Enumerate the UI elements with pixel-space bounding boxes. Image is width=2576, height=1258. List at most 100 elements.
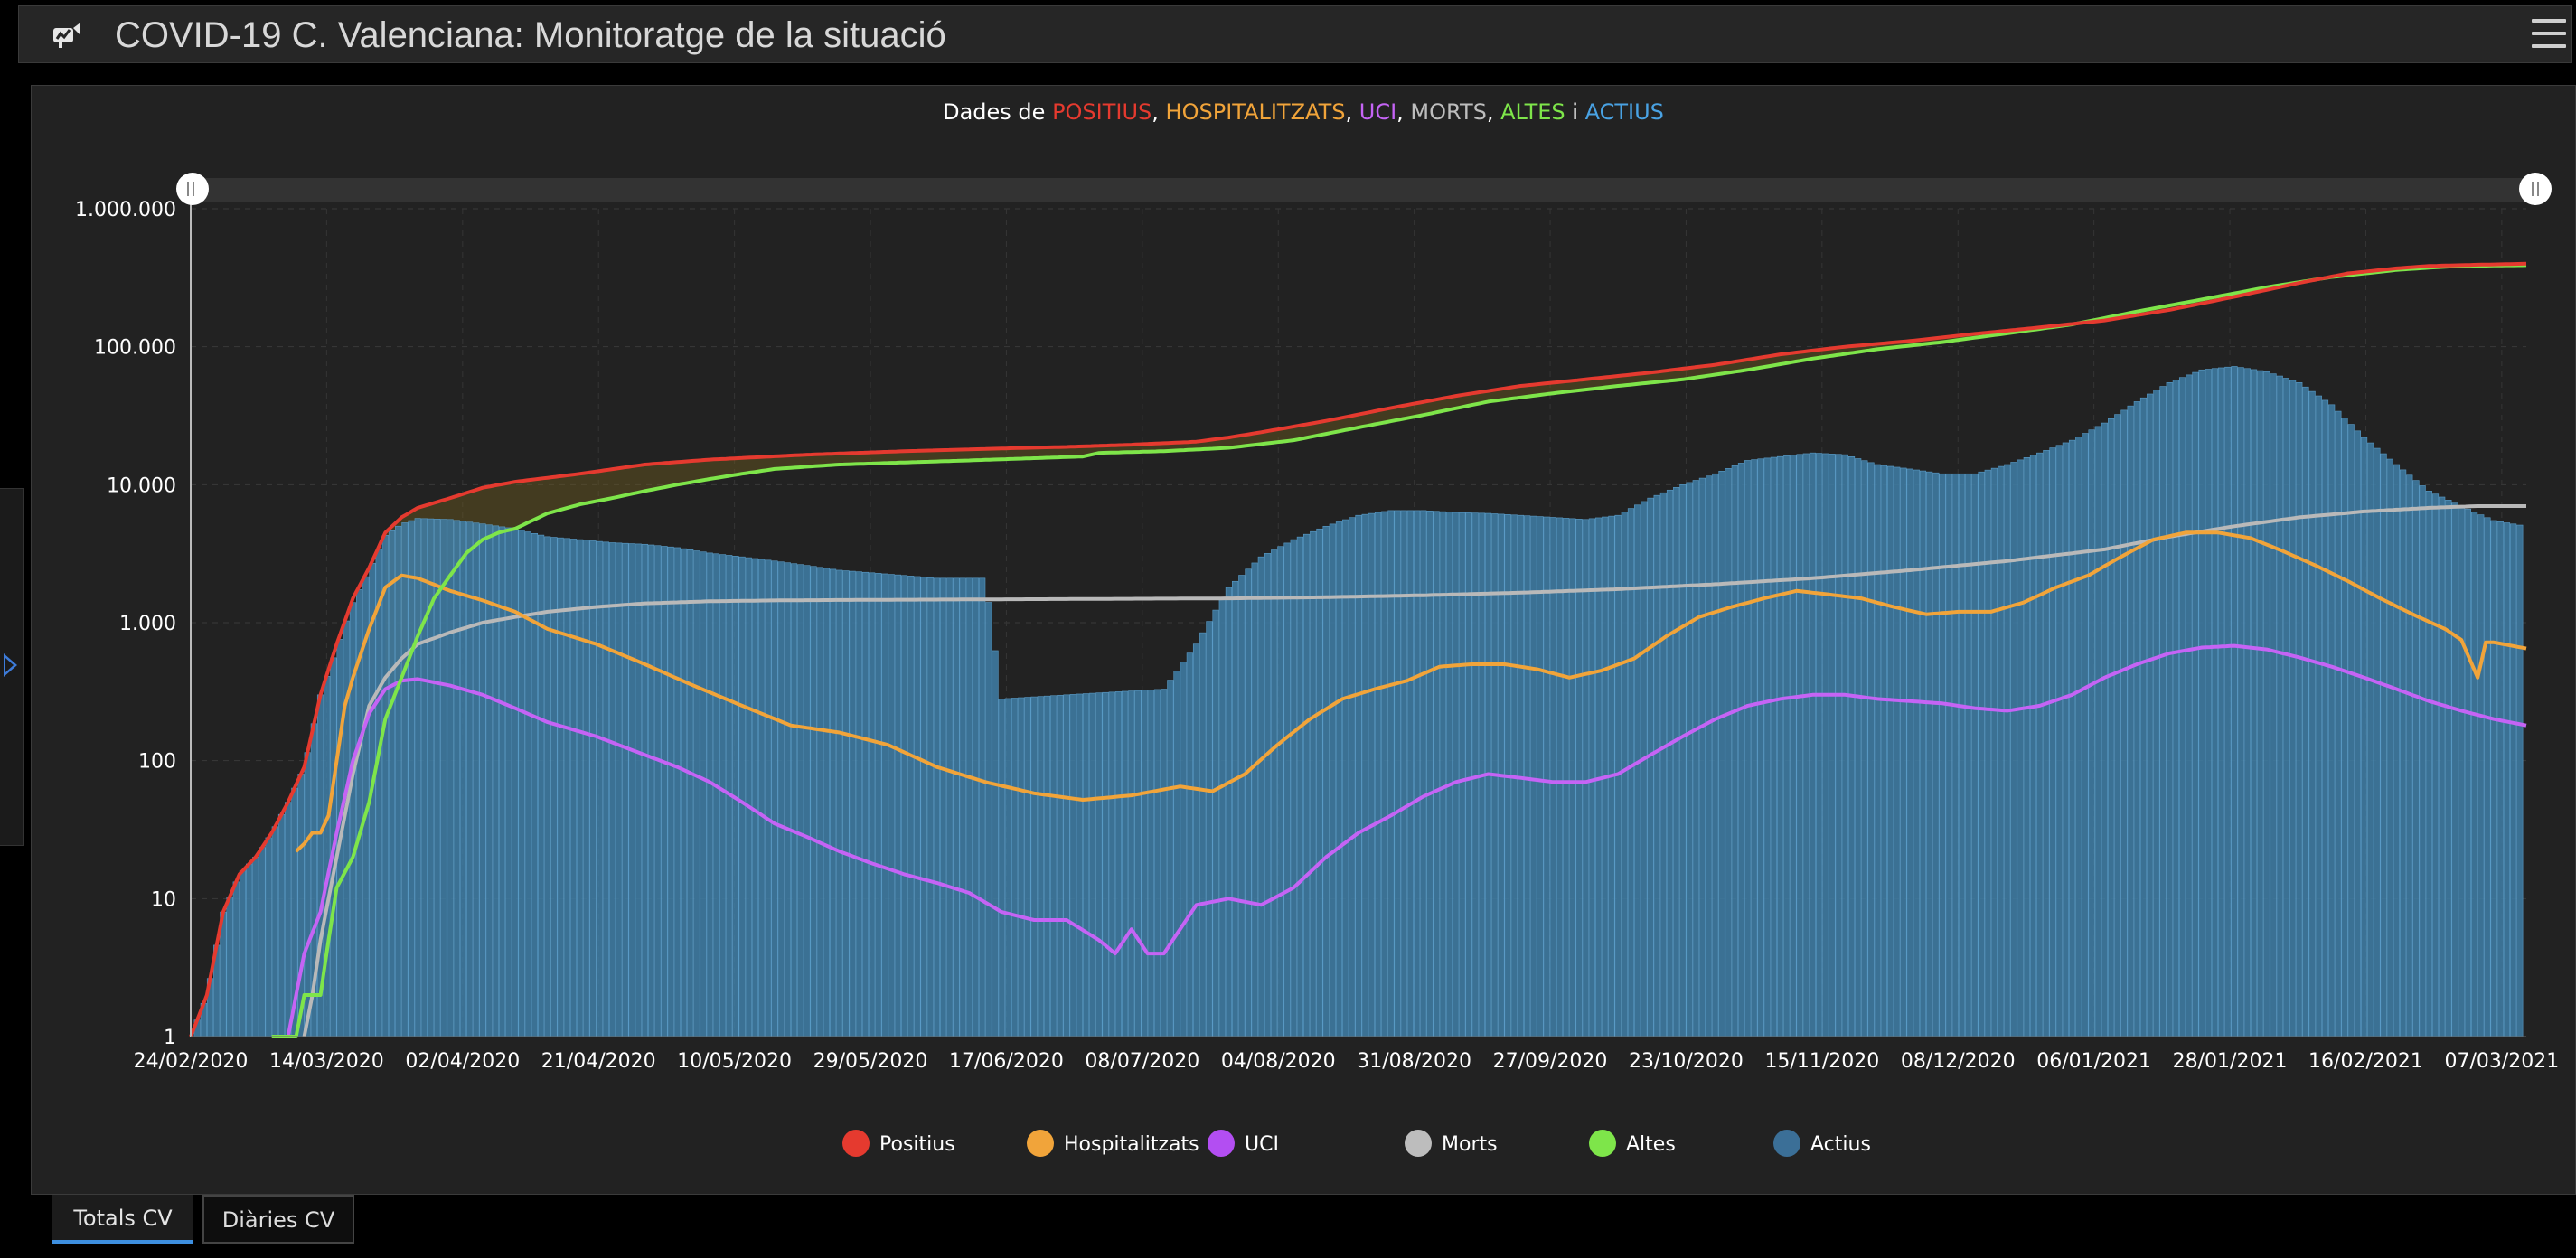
actius-bar[interactable] [1102, 691, 1109, 1037]
actius-bar[interactable] [1459, 512, 1466, 1037]
actius-bar[interactable] [420, 518, 428, 1037]
actius-bar[interactable] [673, 547, 681, 1037]
actius-bar[interactable] [1939, 473, 1946, 1037]
actius-bar[interactable] [2347, 424, 2355, 1037]
actius-bar[interactable] [1057, 694, 1064, 1037]
actius-bar[interactable] [1322, 525, 1330, 1037]
actius-bar[interactable] [648, 544, 655, 1037]
actius-bar[interactable] [777, 561, 785, 1037]
actius-bar[interactable] [1387, 510, 1395, 1037]
actius-bar[interactable] [1192, 643, 1200, 1037]
actius-bar[interactable] [2127, 405, 2134, 1037]
actius-bar[interactable] [816, 567, 823, 1037]
actius-bar[interactable] [1108, 691, 1115, 1037]
actius-bar[interactable] [2120, 409, 2128, 1037]
actius-bar[interactable] [1290, 539, 1297, 1037]
actius-bar[interactable] [2017, 459, 2024, 1037]
actius-bar[interactable] [2296, 382, 2303, 1037]
actius-bar[interactable] [1426, 511, 1434, 1037]
actius-bar[interactable] [1076, 693, 1083, 1037]
actius-bar[interactable] [1134, 690, 1142, 1037]
actius-bar[interactable] [2445, 500, 2452, 1037]
actius-bar[interactable] [285, 802, 292, 1037]
actius-bar[interactable] [2237, 367, 2244, 1037]
series-line-altes[interactable] [271, 263, 2527, 1038]
actius-bar[interactable] [1770, 456, 1777, 1037]
actius-bar[interactable] [810, 566, 817, 1037]
actius-bar[interactable] [700, 551, 707, 1037]
actius-bar[interactable] [381, 534, 389, 1037]
actius-bar[interactable] [2282, 378, 2290, 1037]
actius-bar[interactable] [2490, 520, 2497, 1037]
actius-bar[interactable] [531, 533, 539, 1037]
actius-bar[interactable] [1024, 697, 1031, 1037]
actius-bar[interactable] [569, 539, 578, 1037]
actius-bar[interactable] [2321, 399, 2329, 1037]
actius-bar[interactable] [1335, 521, 1343, 1037]
actius-bar[interactable] [2192, 371, 2199, 1037]
actius-bar[interactable] [1744, 460, 1752, 1037]
actius-bar[interactable] [2114, 414, 2121, 1037]
actius-bar[interactable] [1958, 473, 1966, 1037]
legend-marker-positius[interactable] [842, 1130, 870, 1157]
actius-bar[interactable] [2218, 367, 2225, 1037]
actius-bar[interactable] [861, 571, 870, 1037]
actius-bar[interactable] [1692, 480, 1699, 1037]
actius-bar[interactable] [2335, 410, 2342, 1037]
actius-bar[interactable] [2010, 462, 2017, 1037]
actius-bar[interactable] [1232, 580, 1239, 1037]
actius-bar[interactable] [1030, 696, 1038, 1037]
actius-bar[interactable] [2257, 370, 2264, 1037]
actius-bar[interactable] [829, 568, 837, 1037]
actius-bar[interactable] [2439, 496, 2446, 1037]
actius-bar[interactable] [1556, 517, 1564, 1037]
actius-bar[interactable] [2082, 433, 2089, 1037]
actius-bar[interactable] [771, 560, 778, 1037]
actius-bar[interactable] [1355, 514, 1362, 1037]
actius-bar[interactable] [1582, 519, 1589, 1037]
actius-bar[interactable] [239, 870, 247, 1037]
actius-bar[interactable] [1161, 689, 1168, 1037]
actius-bar[interactable] [1900, 467, 1907, 1037]
actius-bar[interactable] [985, 602, 992, 1037]
actius-bar[interactable] [914, 576, 921, 1037]
actius-bar[interactable] [1050, 695, 1058, 1037]
actius-bar[interactable] [881, 573, 888, 1037]
actius-bar[interactable] [2108, 418, 2115, 1037]
actius-bar[interactable] [1984, 469, 1991, 1037]
actius-bar[interactable] [408, 520, 415, 1037]
actius-bar[interactable] [1847, 456, 1856, 1037]
actius-bar[interactable] [1128, 690, 1135, 1037]
actius-bar[interactable] [1374, 512, 1382, 1037]
actius-bar[interactable] [1913, 469, 1920, 1037]
actius-bar[interactable] [537, 534, 545, 1037]
legend-label[interactable]: Altes [1626, 1133, 1676, 1156]
actius-bar[interactable] [453, 520, 460, 1037]
actius-bar[interactable] [992, 650, 999, 1037]
actius-bar[interactable] [1063, 694, 1070, 1037]
actius-bar[interactable] [2178, 377, 2186, 1037]
actius-bar[interactable] [622, 542, 629, 1037]
actius-bar[interactable] [1698, 477, 1706, 1037]
actius-bar[interactable] [2198, 369, 2205, 1037]
actius-bar[interactable] [920, 577, 927, 1037]
actius-bar[interactable] [2302, 386, 2309, 1037]
tab-totals-cv[interactable]: Totals CV [52, 1195, 193, 1244]
actius-bar[interactable] [1212, 609, 1219, 1037]
actius-bar[interactable] [2276, 375, 2283, 1037]
actius-bar[interactable] [706, 552, 713, 1037]
actius-bar[interactable] [888, 574, 895, 1037]
actius-bar[interactable] [1141, 690, 1148, 1037]
actius-bar[interactable] [2172, 380, 2180, 1037]
actius-bar[interactable] [1951, 473, 1959, 1037]
actius-bar[interactable] [602, 541, 609, 1037]
legend-marker-actius[interactable] [1773, 1130, 1800, 1157]
actius-bar[interactable] [1433, 511, 1440, 1037]
actius-bar[interactable] [869, 572, 876, 1037]
actius-bar[interactable] [797, 564, 804, 1037]
actius-bar[interactable] [2341, 418, 2348, 1037]
actius-bar[interactable] [596, 540, 603, 1037]
actius-bar[interactable] [245, 863, 253, 1037]
actius-bar[interactable] [1705, 475, 1713, 1037]
actius-bar[interactable] [440, 519, 447, 1037]
